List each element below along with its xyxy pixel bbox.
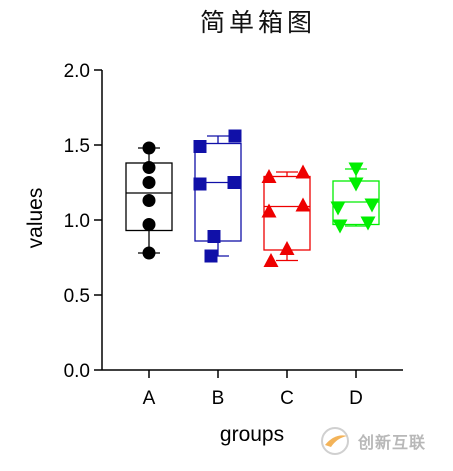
x-tick-label: B: [212, 388, 225, 409]
data-point: [295, 164, 311, 179]
data-point: [142, 218, 156, 231]
watermark-text: 创新互联: [358, 433, 427, 452]
box-series: [125, 129, 380, 267]
data-point: [360, 216, 376, 231]
y-tick-label: 2.0: [64, 61, 90, 82]
data-point: [207, 230, 221, 243]
box-group-c: [261, 164, 311, 267]
y-tick-label: 1.5: [64, 136, 90, 157]
data-point: [295, 197, 311, 212]
data-point: [263, 253, 279, 267]
chart-title: 简单箱图: [200, 8, 316, 37]
y-axis-label: values: [24, 188, 47, 249]
data-point: [204, 249, 218, 263]
y-tick-label: 1.0: [64, 211, 90, 232]
y-tick-label: 0.5: [64, 286, 90, 307]
box-group-d: [330, 162, 380, 234]
x-tick-label: C: [280, 388, 294, 409]
box-group-a: [125, 141, 173, 260]
data-point: [142, 141, 156, 155]
x-tick-label: A: [143, 388, 156, 409]
data-point: [261, 203, 277, 218]
box-rect: [194, 142, 242, 242]
data-point: [227, 176, 241, 189]
data-point: [142, 246, 156, 260]
box-group-b: [193, 129, 242, 263]
data-point: [348, 177, 364, 192]
data-point: [261, 169, 277, 183]
data-point: [330, 201, 346, 216]
x-tick-label: D: [349, 388, 363, 409]
watermark: 创新互联: [318, 424, 446, 458]
data-point: [193, 140, 207, 153]
swoosh-logo-icon: [321, 427, 349, 455]
data-point: [279, 241, 295, 255]
y-tick-label: 0.0: [64, 361, 90, 382]
data-point: [348, 162, 364, 177]
data-point: [142, 176, 156, 189]
data-point: [193, 177, 207, 191]
x-axis-label: groups: [220, 423, 284, 446]
data-point: [142, 161, 156, 174]
data-point: [332, 219, 348, 234]
data-point: [142, 194, 156, 207]
data-point: [228, 129, 242, 143]
axes: 0.0 0.5 1.0 1.5 2.0 A B C D: [64, 61, 403, 409]
data-point: [364, 198, 380, 213]
